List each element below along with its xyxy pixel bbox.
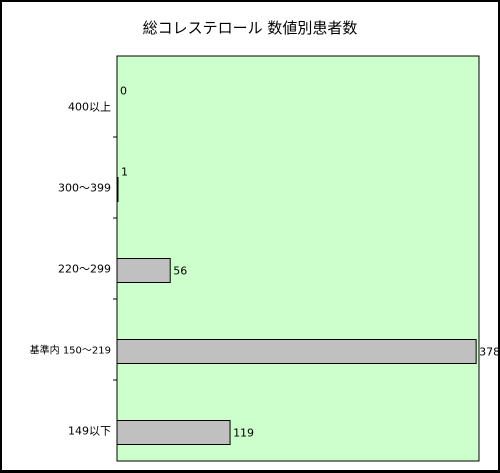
category-labels: 400以上 300〜399 220〜299 基準内 150〜219 149以下: [30, 101, 111, 438]
category-label: 220〜299: [58, 263, 111, 276]
category-label: 149以下: [68, 425, 111, 438]
y-axis-ticks: [113, 136, 117, 381]
data-label: 119: [233, 427, 254, 440]
category-label: 基準内 150〜219: [30, 344, 111, 357]
category-label: 300〜399: [58, 182, 111, 195]
bar: [116, 420, 231, 445]
data-label: 378: [479, 346, 500, 359]
data-label: 1: [121, 166, 128, 179]
bar: [116, 339, 477, 364]
bars: [116, 177, 477, 445]
bar: [116, 258, 171, 283]
data-labels: 0 1 56 378 119: [120, 85, 500, 440]
plot-area: [116, 55, 480, 462]
data-label: 0: [120, 85, 127, 98]
chart-title: 総コレステロール 数値別患者数: [143, 19, 358, 37]
data-label: 56: [173, 265, 187, 278]
bar: [116, 177, 119, 202]
category-label: 400以上: [68, 101, 111, 114]
